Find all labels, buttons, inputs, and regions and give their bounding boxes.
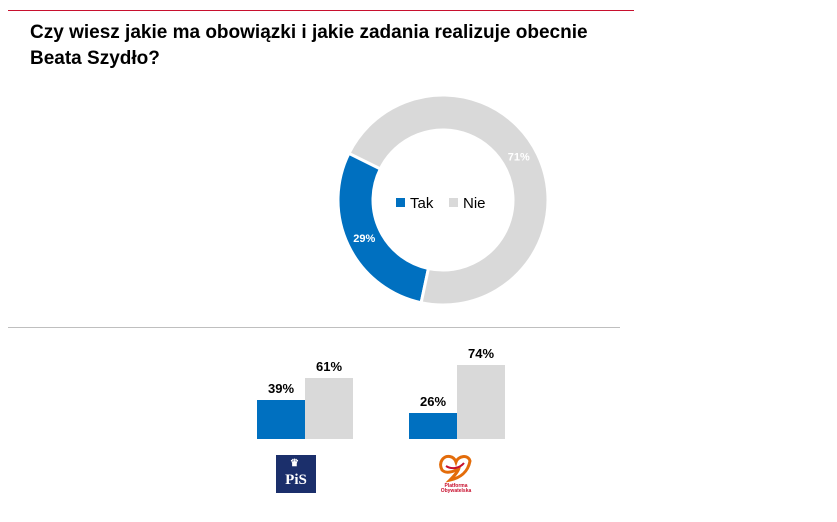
donut-slices <box>336 93 550 307</box>
donut-chart: 29% 71% Tak Nie <box>336 93 550 307</box>
donut-slice-nie <box>346 93 550 307</box>
bar-label-nie-0: 61% <box>316 359 342 374</box>
legend-label-nie: Nie <box>463 195 486 212</box>
donut-legend: Tak Nie <box>396 195 486 212</box>
legend-label-tak: Tak <box>410 195 434 212</box>
pis-logo: ♛ PiS <box>276 455 316 493</box>
donut-labels: 29% 71% <box>353 151 530 245</box>
donut-slice-tak <box>336 151 431 305</box>
title-line-2: Beata Szydło? <box>30 48 160 69</box>
po-logo-text: Platforma Obywatelska <box>440 483 472 494</box>
chart-title: Czy wiesz jakie ma obowiązki i jakie zad… <box>30 20 630 72</box>
section-divider <box>8 327 620 328</box>
top-rule <box>8 10 634 11</box>
legend-swatch-tak <box>396 198 405 207</box>
bar-nie-1 <box>457 365 505 439</box>
bar-tak-0 <box>257 400 305 439</box>
title-line-1: Czy wiesz jakie ma obowiązki i jakie zad… <box>30 22 588 43</box>
donut-label-tak: 29% <box>353 233 375 245</box>
pis-logo-text: PiS <box>285 472 307 488</box>
bar-label-tak-1: 26% <box>420 394 446 409</box>
bars-group: 39% 61% 26% 74% <box>257 346 505 439</box>
crown-icon: ♛ <box>290 458 299 469</box>
po-logo: Platforma Obywatelska <box>432 452 480 498</box>
bar-label-tak-0: 39% <box>268 381 294 396</box>
donut-label-nie: 71% <box>508 151 530 163</box>
bar-tak-1 <box>409 413 457 439</box>
bar-nie-0 <box>305 378 353 439</box>
legend-swatch-nie <box>449 198 458 207</box>
party-bar-chart: 39% 61% 26% 74% <box>257 346 505 439</box>
po-heart-icon <box>439 454 472 483</box>
bar-label-nie-1: 74% <box>468 346 494 361</box>
